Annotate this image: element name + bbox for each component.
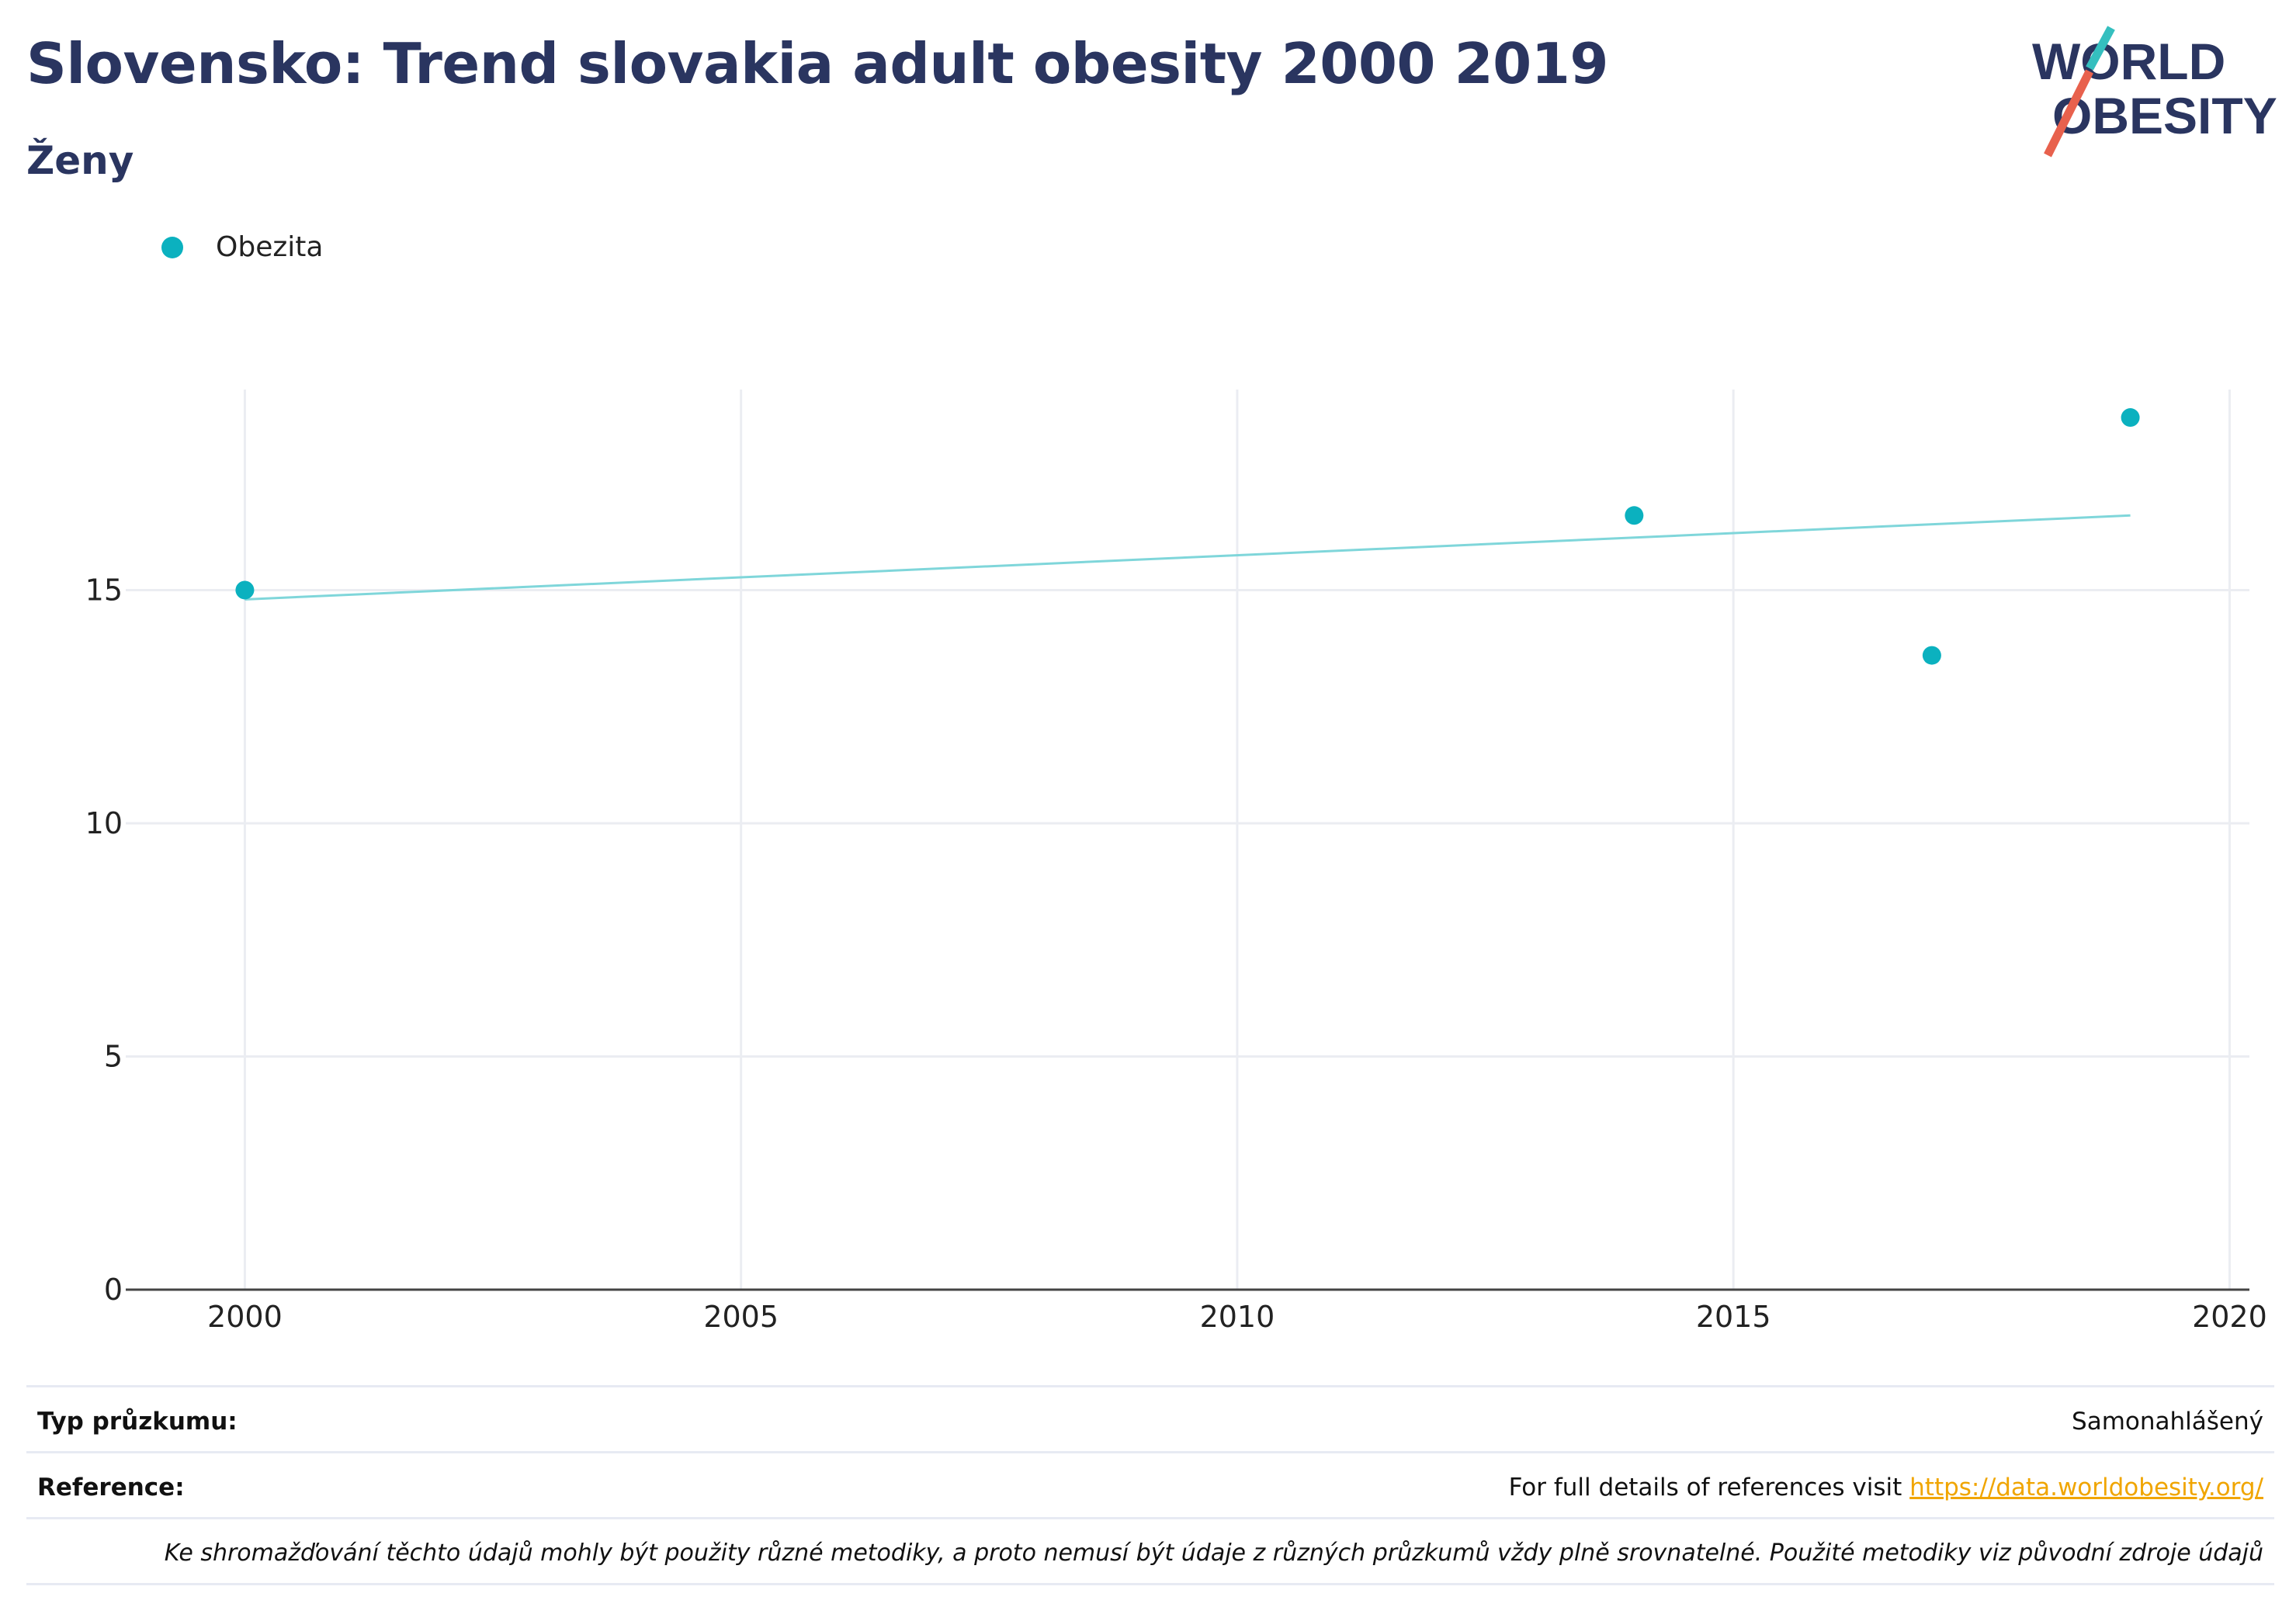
trendline-layer	[245, 514, 2131, 601]
y-tick-label-10: 10	[85, 806, 123, 840]
chart-subtitle: Ženy	[26, 138, 134, 183]
x-tick-label-2020: 2020	[2192, 1300, 2267, 1334]
data-point-2014[interactable]	[1625, 506, 1644, 525]
reference-label: Reference:	[37, 1474, 185, 1502]
footer-row-reference: Reference: For full details of reference…	[26, 1451, 2274, 1517]
chart-legend[interactable]: Obezita	[161, 231, 323, 263]
data-point-2019[interactable]	[2121, 408, 2140, 428]
x-tick-label-2015: 2015	[1696, 1300, 1771, 1334]
chart-title: Slovensko: Trend slovakia adult obesity …	[26, 31, 1608, 96]
data-point-2017[interactable]	[1922, 646, 1941, 665]
logo-word-obesity: OBESITY	[2052, 87, 2277, 144]
x-tick-label-2010: 2010	[1200, 1300, 1275, 1334]
survey-type-value: Samonahlášený	[2072, 1408, 2263, 1436]
tick-labels: 2000 2005 2010 2015 2020 0 5 10 15	[85, 573, 2267, 1334]
reference-value: For full details of references visit htt…	[1509, 1474, 2263, 1502]
world-obesity-logo[interactable]: WORLD OBESITY	[2018, 23, 2282, 163]
chart-footer: Typ průzkumu: Samonahlášený Reference: F…	[26, 1385, 2274, 1585]
x-tick-label-2005: 2005	[703, 1300, 779, 1334]
reference-link[interactable]: https://data.worldobesity.org/	[1909, 1474, 2263, 1502]
y-tick-label-0: 0	[104, 1273, 123, 1307]
logo-slash-bottom	[2044, 69, 2093, 158]
data-point-2000[interactable]	[235, 580, 255, 600]
legend-label-obezita: Obezita	[216, 231, 324, 263]
y-tick-label-5: 5	[104, 1039, 123, 1073]
scatter-chart: 2000 2005 2010 2015 2020 0 5 10 15	[85, 390, 2267, 1334]
x-tick-label-2000: 2000	[207, 1300, 283, 1334]
y-tick-label-15: 15	[85, 573, 123, 607]
data-points	[235, 408, 2140, 665]
footer-row-survey-type: Typ průzkumu: Samonahlášený	[26, 1385, 2274, 1451]
trendline	[245, 514, 2131, 601]
footer-row-note: Ke shromažďování těchto údajů mohly být …	[26, 1517, 2274, 1585]
legend-marker-obezita	[161, 236, 183, 258]
methodology-note: Ke shromažďování těchto údajů mohly být …	[164, 1540, 2263, 1567]
survey-type-label: Typ průzkumu:	[37, 1408, 238, 1436]
logo-slash-top	[2086, 26, 2115, 71]
logo-word-world: WORLD	[2032, 33, 2225, 90]
reference-text: For full details of references visit	[1508, 1474, 1910, 1502]
